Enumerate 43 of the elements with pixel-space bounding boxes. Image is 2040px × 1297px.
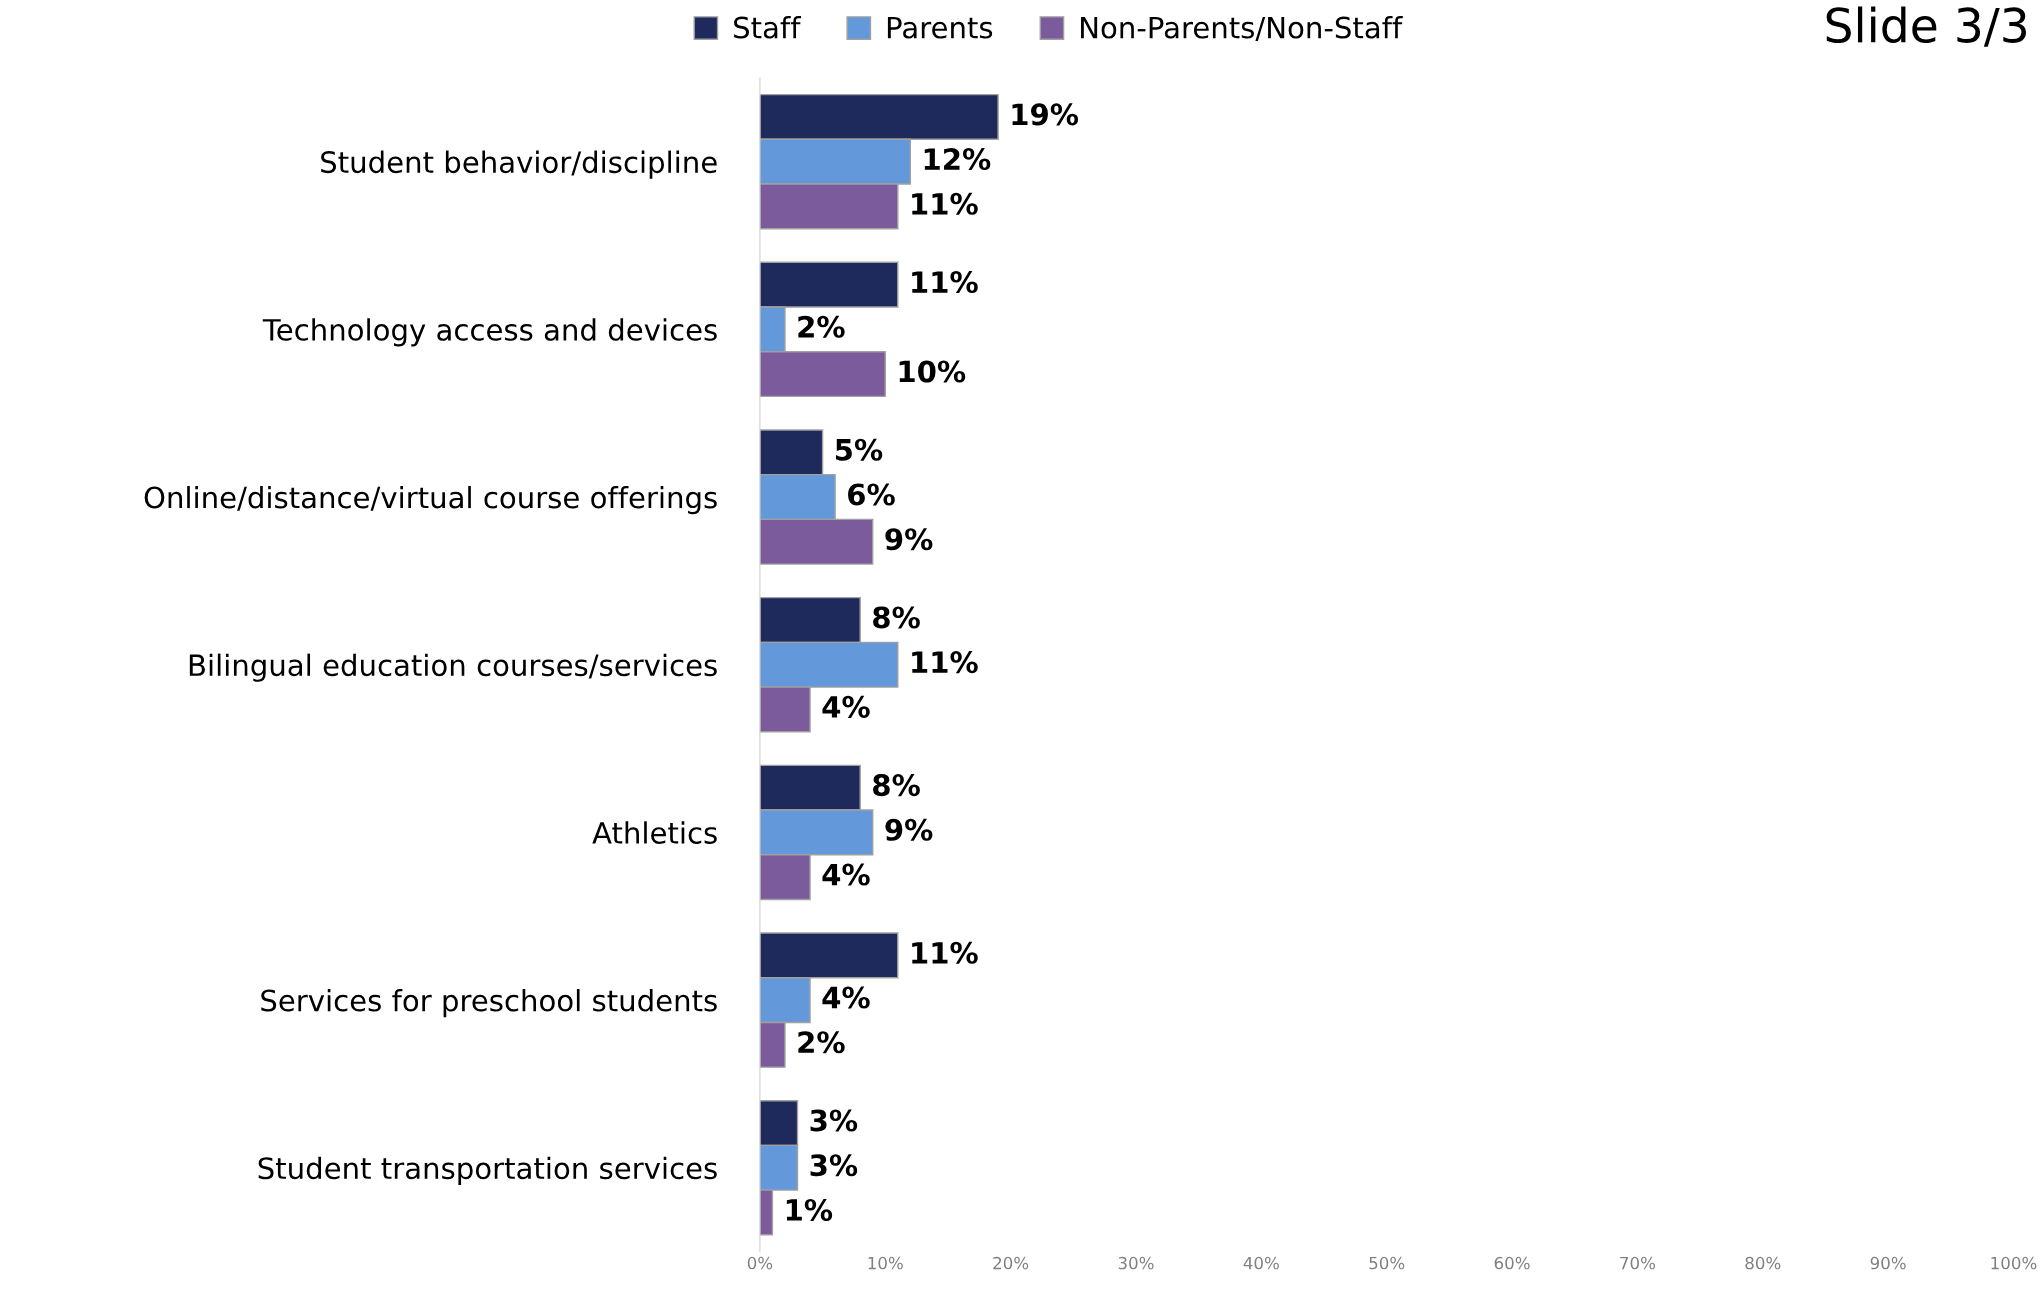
x-tick-label: 0% — [747, 1256, 773, 1270]
legend-label: Staff — [734, 16, 802, 39]
text: 4% — [822, 863, 870, 886]
text: 8% — [873, 606, 920, 629]
text: Slide 3/3 — [1826, 6, 2027, 47]
x-tick-label: 70% — [1620, 1256, 1656, 1270]
y-tick-label: Athletics — [592, 821, 717, 844]
text: 11% — [912, 192, 978, 215]
y-tick-label: Student behavior/discipline — [321, 150, 717, 179]
x-tick-label: 10% — [868, 1256, 903, 1270]
y-tick-label: Student transportation services — [258, 1156, 717, 1185]
text: 8% — [873, 774, 920, 797]
legend-label: Non-Parents/Non-Staff — [1081, 16, 1403, 41]
text: 12% — [924, 148, 991, 171]
text: 9% — [885, 528, 933, 551]
text: 10% — [899, 360, 966, 383]
text: 2% — [798, 1031, 845, 1054]
text: 11% — [912, 941, 978, 964]
text: 5% — [835, 438, 883, 461]
text: 3% — [810, 1154, 858, 1177]
x-tick-label: 100% — [1991, 1256, 2037, 1270]
text: 11% — [912, 271, 978, 294]
x-tick-label: 40% — [1243, 1256, 1279, 1270]
x-tick-label: 80% — [1745, 1256, 1781, 1270]
y-tick-label: Bilingual education courses/services — [189, 653, 717, 682]
y-tick-label: Services for preschool students — [261, 989, 717, 1018]
y-tick-label: Online/distance/virtual course offerings — [144, 485, 717, 515]
text: 11% — [912, 651, 978, 674]
x-tick-label: 30% — [1118, 1256, 1154, 1270]
x-tick-label: 60% — [1494, 1256, 1530, 1270]
text: 4% — [822, 986, 870, 1009]
text: 19% — [1012, 103, 1079, 126]
x-tick-label: 90% — [1870, 1256, 1906, 1270]
text: 1% — [786, 1198, 833, 1221]
legend-label: Parents — [887, 16, 993, 39]
y-tick-label: Technology access and devices — [262, 318, 717, 347]
text: 6% — [848, 483, 895, 506]
text: 3% — [810, 1109, 858, 1132]
x-tick-label: 20% — [993, 1256, 1029, 1270]
text: 4% — [822, 695, 870, 718]
text: 2% — [798, 315, 845, 338]
text: 9% — [885, 818, 933, 841]
x-tick-label: 50% — [1369, 1256, 1405, 1270]
